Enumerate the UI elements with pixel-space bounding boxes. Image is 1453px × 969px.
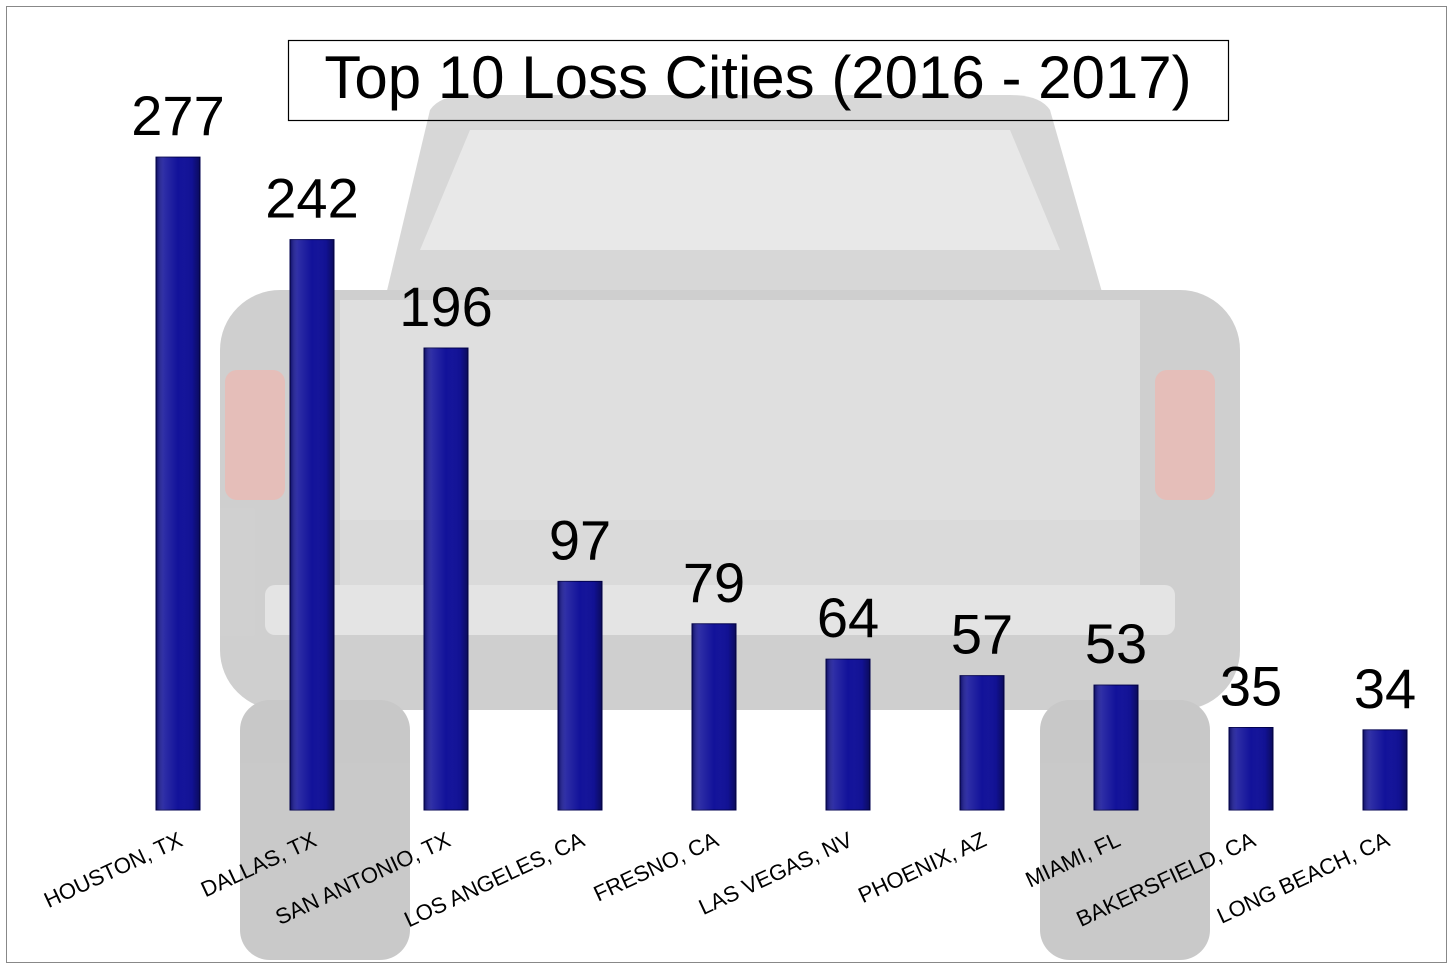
chart-title: Top 10 Loss Cities (2016 - 2017): [324, 44, 1191, 111]
bar: [1229, 728, 1273, 810]
data-label: 242: [265, 167, 358, 230]
bar: [424, 348, 468, 810]
chart: Top 10 Loss Cities (2016 - 2017) 277HOUS…: [0, 0, 1453, 969]
bar: [290, 240, 334, 810]
bar: [826, 659, 870, 810]
bar: [1094, 685, 1138, 810]
data-label: 53: [1085, 612, 1147, 675]
bar: [156, 157, 200, 810]
data-label: 79: [683, 551, 745, 614]
bar: [960, 676, 1004, 810]
data-label: 35: [1220, 655, 1282, 718]
bar: [558, 581, 602, 810]
bar: [692, 624, 736, 810]
data-label: 196: [399, 275, 492, 338]
page: {"chart_data": {"type": "bar", "title": …: [0, 0, 1453, 969]
data-label: 97: [549, 508, 611, 571]
data-label: 57: [951, 603, 1013, 666]
data-label: 34: [1354, 657, 1416, 720]
bar: [1363, 730, 1407, 810]
data-label: 64: [817, 586, 879, 649]
data-label: 277: [131, 84, 224, 147]
